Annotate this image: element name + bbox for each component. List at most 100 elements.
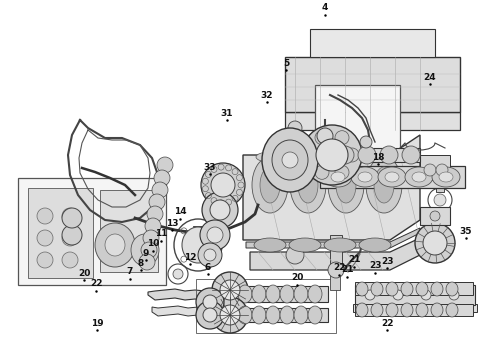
Ellipse shape [95,223,135,267]
Ellipse shape [308,306,322,324]
Ellipse shape [202,192,238,228]
Ellipse shape [315,165,329,179]
Bar [420,155,450,180]
Text: 31: 31 [221,108,233,117]
Ellipse shape [282,152,298,168]
Ellipse shape [201,163,245,207]
Bar [285,112,460,130]
Text: 11: 11 [155,230,167,238]
Ellipse shape [405,167,433,187]
Ellipse shape [326,152,354,162]
Ellipse shape [374,167,394,203]
Ellipse shape [252,285,266,303]
Bar [436,172,444,192]
Ellipse shape [356,303,368,317]
Ellipse shape [290,157,326,213]
Ellipse shape [149,194,165,210]
Ellipse shape [449,290,459,300]
Text: 10: 10 [147,239,159,248]
Ellipse shape [105,234,125,256]
Ellipse shape [262,128,318,192]
Text: 4: 4 [322,4,328,13]
Text: 9: 9 [143,248,149,257]
Ellipse shape [359,238,391,252]
Text: 18: 18 [372,153,384,162]
Ellipse shape [212,272,248,308]
Ellipse shape [157,157,173,173]
Bar [285,57,460,112]
Ellipse shape [446,303,458,317]
Ellipse shape [266,306,280,324]
Bar [238,308,328,322]
Ellipse shape [371,303,383,317]
Polygon shape [243,135,420,240]
Ellipse shape [145,218,161,234]
Text: 21: 21 [341,266,353,274]
Ellipse shape [289,238,321,252]
Ellipse shape [328,157,364,213]
Ellipse shape [366,157,402,213]
Polygon shape [152,306,215,317]
Ellipse shape [361,152,389,162]
Ellipse shape [336,167,356,203]
Ellipse shape [421,290,431,300]
Ellipse shape [439,172,453,182]
Ellipse shape [203,295,217,309]
Ellipse shape [324,167,352,187]
Text: 21: 21 [348,256,360,265]
Ellipse shape [62,230,78,246]
Bar [100,190,158,272]
Text: 8: 8 [138,258,144,267]
Ellipse shape [302,125,362,185]
Ellipse shape [238,285,252,303]
Ellipse shape [401,282,413,296]
Ellipse shape [393,290,403,300]
Text: 13: 13 [166,219,178,228]
Ellipse shape [358,172,372,182]
Ellipse shape [380,146,398,164]
Ellipse shape [212,297,248,333]
Ellipse shape [308,285,322,303]
Bar [185,230,200,238]
Ellipse shape [280,285,294,303]
Bar [193,226,205,237]
Ellipse shape [272,140,308,180]
Ellipse shape [173,269,183,279]
Ellipse shape [62,252,78,268]
Ellipse shape [37,252,53,268]
Ellipse shape [62,225,82,245]
Text: 19: 19 [91,319,103,328]
Ellipse shape [335,131,349,145]
Ellipse shape [260,167,280,203]
Ellipse shape [371,282,383,296]
Text: 22: 22 [333,264,345,273]
Text: 12: 12 [184,252,196,261]
Ellipse shape [254,238,286,252]
Ellipse shape [315,131,329,145]
Ellipse shape [252,306,266,324]
Ellipse shape [280,306,294,324]
Ellipse shape [294,285,308,303]
Ellipse shape [131,234,159,266]
Polygon shape [246,228,420,248]
Ellipse shape [204,249,216,261]
Ellipse shape [423,231,447,255]
Ellipse shape [139,254,155,270]
Ellipse shape [431,282,443,296]
Ellipse shape [446,282,458,296]
Ellipse shape [402,146,420,164]
Ellipse shape [336,146,354,164]
Ellipse shape [211,173,235,197]
Ellipse shape [415,223,455,263]
Ellipse shape [210,200,230,220]
Ellipse shape [434,194,446,206]
Ellipse shape [436,164,448,176]
Ellipse shape [291,152,319,162]
Bar [355,285,475,305]
Ellipse shape [430,211,440,221]
Ellipse shape [238,306,252,324]
Ellipse shape [365,290,375,300]
Bar [18,178,166,285]
Ellipse shape [147,206,163,222]
Ellipse shape [412,172,426,182]
